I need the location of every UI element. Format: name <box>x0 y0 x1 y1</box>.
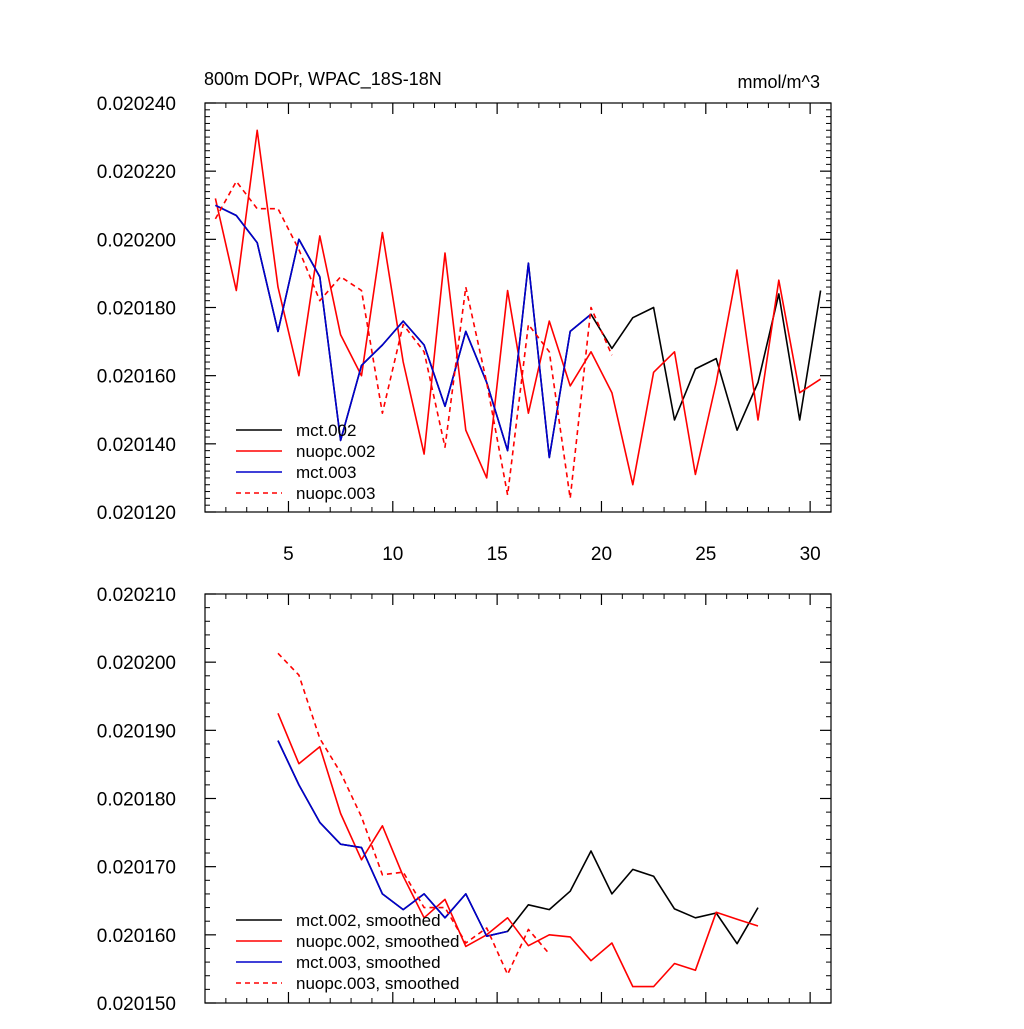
panel1-legend-label: mct.003 <box>296 463 356 482</box>
panel1-y-tick-label: 0.020120 <box>97 503 176 524</box>
panel2-legend-label: nuopc.003, smoothed <box>296 974 460 993</box>
panel1-plot: 5 10 15 20 25 30 0.020120 0.020140 0.020160 0.020… <box>97 94 832 565</box>
panel2-series-line-3 <box>277 652 550 976</box>
panel1-y-tick-label: 0.020220 <box>97 162 176 183</box>
panel1-x-tick-label: 10 <box>382 544 403 565</box>
panel1-legend-label: mct.002 <box>296 421 356 440</box>
panel1-series-line-2 <box>215 204 592 459</box>
panel1-y-tick-label: 0.020140 <box>97 435 176 456</box>
panel1-y-tick-label: 0.020160 <box>97 367 176 388</box>
panel2-y-tick-label: 0.020180 <box>97 790 176 811</box>
panel1-x-tick-label: 5 <box>283 544 294 565</box>
panel1-x-tick-label: 15 <box>487 544 508 565</box>
panel1-units: mmol/m^3 <box>738 72 820 92</box>
panel2-y-tick-label: 0.020150 <box>97 994 176 1015</box>
panel2-y-tick-label: 0.020190 <box>97 721 176 742</box>
panel1-x-tick-label: 25 <box>695 544 716 565</box>
panel1-y-tick-label: 0.020180 <box>97 299 176 320</box>
panel1-legend-label: nuopc.003 <box>296 484 375 503</box>
panel1-x-tick-label: 30 <box>800 544 821 565</box>
panel2-y-tick-label: 0.020160 <box>97 926 176 947</box>
panel1-y-tick-label: 0.020240 <box>97 94 176 115</box>
panel1-title: 800m DOPr, WPAC_18S-18N <box>204 69 442 90</box>
panel2-y-tick-label: 0.020170 <box>97 858 176 879</box>
panel2-y-tick-label: 0.020210 <box>97 585 176 606</box>
panel1-series-line-3 <box>214 180 613 500</box>
panel2-legend-label: mct.002, smoothed <box>296 911 441 930</box>
panel2-legend-label: nuopc.002, smoothed <box>296 932 460 951</box>
panel2-y-tick-label: 0.020200 <box>97 653 176 674</box>
panel2-series-line-2 <box>277 740 508 938</box>
panel2-series-line-1 <box>277 712 759 988</box>
panel2-plot: 0.020150 0.020160 0.020170 0.020180 0.020190… <box>97 585 832 1015</box>
panel1-y-tick-label: 0.020200 <box>97 230 176 251</box>
panel2-legend-label: mct.003, smoothed <box>296 953 441 972</box>
panel1-legend-label: nuopc.002 <box>296 442 375 461</box>
panel1-x-tick-label: 20 <box>591 544 612 565</box>
